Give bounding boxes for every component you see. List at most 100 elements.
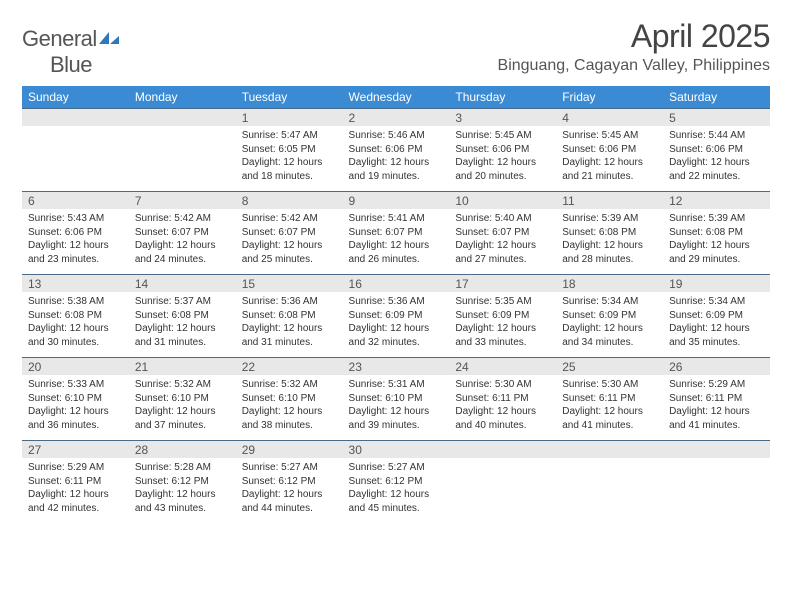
sunset-text: Sunset: 6:07 PM bbox=[455, 226, 550, 240]
daylight-text: Daylight: 12 hours and 37 minutes. bbox=[135, 405, 230, 432]
sunrise-text: Sunrise: 5:35 AM bbox=[455, 295, 550, 309]
logo-sail-icon bbox=[97, 26, 123, 42]
sunrise-text: Sunrise: 5:42 AM bbox=[242, 212, 337, 226]
sunrise-text: Sunrise: 5:34 AM bbox=[669, 295, 764, 309]
daylight-text: Daylight: 12 hours and 38 minutes. bbox=[242, 405, 337, 432]
day-number bbox=[663, 440, 770, 458]
page-title: April 2025 bbox=[498, 18, 770, 55]
sunset-text: Sunset: 6:07 PM bbox=[242, 226, 337, 240]
sunset-text: Sunset: 6:06 PM bbox=[562, 143, 657, 157]
day-cell: 15Sunrise: 5:36 AMSunset: 6:08 PMDayligh… bbox=[236, 274, 343, 357]
title-block: April 2025 Binguang, Cagayan Valley, Phi… bbox=[498, 18, 770, 75]
dayhead-fri: Friday bbox=[556, 86, 663, 108]
header: General Blue April 2025 Binguang, Cagaya… bbox=[22, 18, 770, 78]
sunset-text: Sunset: 6:10 PM bbox=[135, 392, 230, 406]
day-details: Sunrise: 5:34 AMSunset: 6:09 PMDaylight:… bbox=[556, 292, 663, 357]
day-cell: 11Sunrise: 5:39 AMSunset: 6:08 PMDayligh… bbox=[556, 191, 663, 274]
day-details: Sunrise: 5:32 AMSunset: 6:10 PMDaylight:… bbox=[236, 375, 343, 440]
week-row: 1Sunrise: 5:47 AMSunset: 6:05 PMDaylight… bbox=[22, 108, 770, 191]
sunset-text: Sunset: 6:08 PM bbox=[28, 309, 123, 323]
daylight-text: Daylight: 12 hours and 44 minutes. bbox=[242, 488, 337, 515]
sunrise-text: Sunrise: 5:28 AM bbox=[135, 461, 230, 475]
day-cell: 16Sunrise: 5:36 AMSunset: 6:09 PMDayligh… bbox=[343, 274, 450, 357]
day-details: Sunrise: 5:30 AMSunset: 6:11 PMDaylight:… bbox=[449, 375, 556, 440]
daylight-text: Daylight: 12 hours and 45 minutes. bbox=[349, 488, 444, 515]
logo-text: General Blue bbox=[22, 26, 123, 78]
sunrise-text: Sunrise: 5:43 AM bbox=[28, 212, 123, 226]
day-cell bbox=[556, 440, 663, 523]
day-details: Sunrise: 5:34 AMSunset: 6:09 PMDaylight:… bbox=[663, 292, 770, 357]
day-cell: 17Sunrise: 5:35 AMSunset: 6:09 PMDayligh… bbox=[449, 274, 556, 357]
day-number: 23 bbox=[343, 357, 450, 375]
day-details: Sunrise: 5:37 AMSunset: 6:08 PMDaylight:… bbox=[129, 292, 236, 357]
day-number: 22 bbox=[236, 357, 343, 375]
day-cell: 7Sunrise: 5:42 AMSunset: 6:07 PMDaylight… bbox=[129, 191, 236, 274]
sunrise-text: Sunrise: 5:40 AM bbox=[455, 212, 550, 226]
day-details: Sunrise: 5:47 AMSunset: 6:05 PMDaylight:… bbox=[236, 126, 343, 191]
sunset-text: Sunset: 6:10 PM bbox=[28, 392, 123, 406]
day-number: 7 bbox=[129, 191, 236, 209]
day-details: Sunrise: 5:28 AMSunset: 6:12 PMDaylight:… bbox=[129, 458, 236, 523]
calendar-table: Sunday Monday Tuesday Wednesday Thursday… bbox=[22, 86, 770, 523]
day-number bbox=[556, 440, 663, 458]
sunset-text: Sunset: 6:08 PM bbox=[562, 226, 657, 240]
day-number: 16 bbox=[343, 274, 450, 292]
daylight-text: Daylight: 12 hours and 19 minutes. bbox=[349, 156, 444, 183]
day-number: 13 bbox=[22, 274, 129, 292]
daylight-text: Daylight: 12 hours and 20 minutes. bbox=[455, 156, 550, 183]
day-number: 24 bbox=[449, 357, 556, 375]
day-number: 3 bbox=[449, 108, 556, 126]
day-details: Sunrise: 5:36 AMSunset: 6:09 PMDaylight:… bbox=[343, 292, 450, 357]
week-row: 27Sunrise: 5:29 AMSunset: 6:11 PMDayligh… bbox=[22, 440, 770, 523]
day-number: 12 bbox=[663, 191, 770, 209]
day-cell: 28Sunrise: 5:28 AMSunset: 6:12 PMDayligh… bbox=[129, 440, 236, 523]
day-details bbox=[129, 126, 236, 184]
day-details: Sunrise: 5:39 AMSunset: 6:08 PMDaylight:… bbox=[663, 209, 770, 274]
day-number: 8 bbox=[236, 191, 343, 209]
daylight-text: Daylight: 12 hours and 29 minutes. bbox=[669, 239, 764, 266]
day-cell: 21Sunrise: 5:32 AMSunset: 6:10 PMDayligh… bbox=[129, 357, 236, 440]
day-cell: 26Sunrise: 5:29 AMSunset: 6:11 PMDayligh… bbox=[663, 357, 770, 440]
day-number: 15 bbox=[236, 274, 343, 292]
day-details: Sunrise: 5:44 AMSunset: 6:06 PMDaylight:… bbox=[663, 126, 770, 191]
day-cell: 10Sunrise: 5:40 AMSunset: 6:07 PMDayligh… bbox=[449, 191, 556, 274]
day-cell bbox=[663, 440, 770, 523]
day-cell: 9Sunrise: 5:41 AMSunset: 6:07 PMDaylight… bbox=[343, 191, 450, 274]
day-cell: 5Sunrise: 5:44 AMSunset: 6:06 PMDaylight… bbox=[663, 108, 770, 191]
week-row: 13Sunrise: 5:38 AMSunset: 6:08 PMDayligh… bbox=[22, 274, 770, 357]
sunrise-text: Sunrise: 5:36 AM bbox=[242, 295, 337, 309]
daylight-text: Daylight: 12 hours and 36 minutes. bbox=[28, 405, 123, 432]
calendar-body: 1Sunrise: 5:47 AMSunset: 6:05 PMDaylight… bbox=[22, 108, 770, 523]
day-details: Sunrise: 5:31 AMSunset: 6:10 PMDaylight:… bbox=[343, 375, 450, 440]
sunrise-text: Sunrise: 5:30 AM bbox=[455, 378, 550, 392]
sunset-text: Sunset: 6:06 PM bbox=[28, 226, 123, 240]
day-details: Sunrise: 5:38 AMSunset: 6:08 PMDaylight:… bbox=[22, 292, 129, 357]
day-details: Sunrise: 5:27 AMSunset: 6:12 PMDaylight:… bbox=[236, 458, 343, 523]
sunrise-text: Sunrise: 5:38 AM bbox=[28, 295, 123, 309]
day-details: Sunrise: 5:42 AMSunset: 6:07 PMDaylight:… bbox=[236, 209, 343, 274]
day-number bbox=[129, 108, 236, 126]
sunset-text: Sunset: 6:09 PM bbox=[562, 309, 657, 323]
daylight-text: Daylight: 12 hours and 31 minutes. bbox=[135, 322, 230, 349]
day-cell: 23Sunrise: 5:31 AMSunset: 6:10 PMDayligh… bbox=[343, 357, 450, 440]
sunrise-text: Sunrise: 5:30 AM bbox=[562, 378, 657, 392]
sunrise-text: Sunrise: 5:37 AM bbox=[135, 295, 230, 309]
sunset-text: Sunset: 6:10 PM bbox=[349, 392, 444, 406]
daylight-text: Daylight: 12 hours and 35 minutes. bbox=[669, 322, 764, 349]
day-cell bbox=[22, 108, 129, 191]
day-number: 18 bbox=[556, 274, 663, 292]
daylight-text: Daylight: 12 hours and 27 minutes. bbox=[455, 239, 550, 266]
day-cell: 1Sunrise: 5:47 AMSunset: 6:05 PMDaylight… bbox=[236, 108, 343, 191]
day-details: Sunrise: 5:32 AMSunset: 6:10 PMDaylight:… bbox=[129, 375, 236, 440]
week-row: 6Sunrise: 5:43 AMSunset: 6:06 PMDaylight… bbox=[22, 191, 770, 274]
sunset-text: Sunset: 6:06 PM bbox=[669, 143, 764, 157]
daylight-text: Daylight: 12 hours and 41 minutes. bbox=[669, 405, 764, 432]
dayhead-thu: Thursday bbox=[449, 86, 556, 108]
week-row: 20Sunrise: 5:33 AMSunset: 6:10 PMDayligh… bbox=[22, 357, 770, 440]
sunrise-text: Sunrise: 5:27 AM bbox=[242, 461, 337, 475]
day-number: 28 bbox=[129, 440, 236, 458]
daylight-text: Daylight: 12 hours and 22 minutes. bbox=[669, 156, 764, 183]
day-details bbox=[449, 458, 556, 516]
day-details: Sunrise: 5:39 AMSunset: 6:08 PMDaylight:… bbox=[556, 209, 663, 274]
day-number: 25 bbox=[556, 357, 663, 375]
